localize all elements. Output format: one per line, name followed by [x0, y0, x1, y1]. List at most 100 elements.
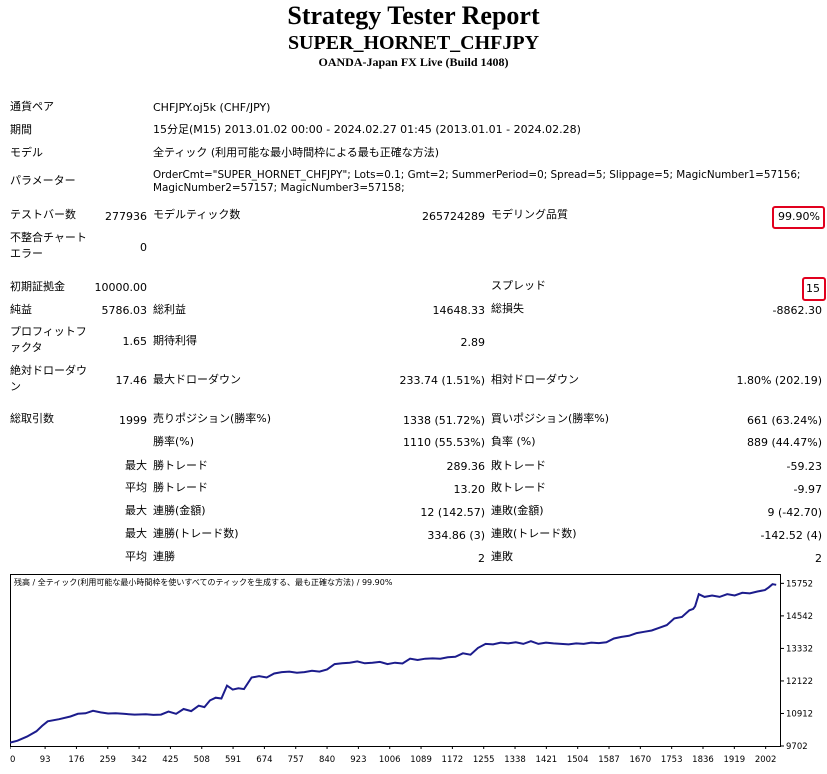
avg-consec-losses-value: 2	[815, 552, 822, 565]
win-rate-value: 1110 (55.53%)	[402, 436, 485, 449]
x-tick-label: 1670	[630, 755, 652, 765]
pair-value: CHFJPY.oj5k (CHF/JPY)	[153, 101, 271, 114]
spread-label: スプレッド	[491, 279, 546, 292]
y-tick-label: 14542	[786, 612, 813, 622]
x-tick-label: 2002	[755, 755, 777, 765]
short-positions-value: 1338 (51.72%)	[402, 414, 485, 427]
rel-drawdown-value: 1.80% (202.19)	[736, 374, 822, 387]
consec-wins-money-label: 連勝(金額)	[153, 504, 206, 517]
largest-loss-value: -59.23	[786, 460, 822, 473]
gross-profit-value: 14648.33	[432, 304, 486, 317]
largest-win-label: 勝トレード	[153, 459, 208, 472]
short-positions-label: 売りポジション(勝率%)	[153, 412, 272, 425]
max-drawdown-label: 最大ドローダウン	[153, 373, 241, 386]
x-tick-label: 1172	[442, 755, 464, 765]
gross-loss-value: -8862.30	[772, 304, 822, 317]
total-trades-label: 総取引数	[10, 412, 54, 425]
y-tick-label: 10912	[786, 709, 813, 719]
consec-losses-trades-label: 連敗(トレード数)	[491, 527, 577, 540]
spread-value: 15	[806, 282, 820, 295]
x-tick-label: 1089	[410, 755, 432, 765]
x-tick-label: 1753	[661, 755, 683, 765]
long-positions-value: 661 (63.24%)	[746, 414, 822, 427]
max-label-3: 最大	[125, 527, 147, 540]
chart-title: 残高 / 全ティック(利用可能な最小時間枠を使いすべてのティックを生成する、最も…	[14, 577, 393, 587]
consec-wins-trades-value: 334.86 (3)	[427, 529, 485, 542]
abs-drawdown-label-line2: ン	[10, 380, 21, 393]
profit-factor-label-line2: ァクタ	[10, 341, 43, 354]
mismatch-label-line1: 不整合チャート	[10, 231, 87, 244]
balance-chart: 残高 / 全ティック(利用可能な最小時間枠を使いすべてのティックを生成する、最も…	[10, 574, 823, 770]
avg-consec-wins-label: 連勝	[153, 550, 175, 563]
mismatch-value: 0	[140, 241, 147, 254]
bars-label: テストバー数	[10, 208, 76, 221]
rel-drawdown-label: 相対ドローダウン	[491, 373, 579, 386]
x-tick-label: 0	[10, 755, 15, 765]
x-tick-label: 425	[162, 755, 178, 765]
net-profit-label: 純益	[10, 303, 32, 316]
profit-factor-value: 1.65	[122, 335, 148, 348]
period-value: 15分足(M15) 2013.01.02 00:00 - 2024.02.27 …	[153, 123, 581, 136]
expected-payoff-label: 期待利得	[153, 334, 197, 347]
long-positions-label: 買いポジション(勝率%)	[491, 412, 610, 425]
avg-loss-value: -9.97	[793, 483, 822, 496]
ticks-label: モデルティック数	[153, 208, 241, 221]
win-rate-label: 勝率(%)	[153, 435, 195, 448]
expected-payoff-value: 2.89	[460, 336, 486, 349]
ticks-value: 265724289	[422, 210, 485, 223]
max-drawdown-value: 233.74 (1.51%)	[399, 374, 485, 387]
x-tick-label: 93	[40, 755, 51, 765]
period-label: 期間	[10, 123, 32, 136]
x-tick-label: 176	[68, 755, 84, 765]
max-label-2: 最大	[125, 504, 147, 517]
gross-loss-label: 総損失	[491, 302, 524, 315]
x-tick-label: 591	[225, 755, 241, 765]
x-tick-label: 1587	[598, 755, 620, 765]
balance-series-line	[10, 583, 777, 744]
x-tick-label: 1255	[473, 755, 495, 765]
consec-losses-money-value: 9 (-42.70)	[767, 506, 822, 519]
avg-win-label: 勝トレード	[153, 481, 208, 494]
x-axis: 0 93 176 259 342 425 508 591 674 757 840 923 1006 108…	[10, 746, 776, 765]
x-tick-label: 259	[100, 755, 116, 765]
x-tick-label: 1836	[692, 755, 714, 765]
x-tick-label: 757	[288, 755, 304, 765]
quality-value: 99.90%	[778, 210, 820, 223]
consec-wins-money-value: 12 (142.57)	[420, 506, 485, 519]
deposit-value: 10000.00	[94, 281, 148, 294]
deposit-label: 初期証拠金	[10, 280, 65, 293]
x-tick-label: 1421	[536, 755, 558, 765]
params-line1: OrderCmt="SUPER_HORNET_CHFJPY"; Lots=0.1…	[153, 169, 801, 181]
y-tick-label: 9702	[786, 742, 808, 752]
consec-wins-trades-label: 連勝(トレード数)	[153, 527, 239, 540]
avg-consec-wins-value: 2	[478, 552, 485, 565]
y-tick-label: 15752	[786, 579, 813, 589]
consec-losses-trades-value: -142.52 (4)	[760, 529, 822, 542]
x-tick-label: 1919	[724, 755, 746, 765]
largest-loss-label: 敗トレード	[491, 459, 546, 472]
x-tick-label: 674	[256, 755, 272, 765]
x-tick-label: 840	[319, 755, 335, 765]
loss-rate-label: 負率 (%)	[491, 435, 536, 448]
profit-factor-label-line1: プロフィットフ	[10, 325, 87, 338]
params-line2: MagicNumber2=57157; MagicNumber3=57158;	[153, 182, 405, 194]
bars-value: 277936	[105, 210, 147, 223]
y-axis: 9702 10912 12122 13332 14542 15752	[780, 579, 813, 752]
model-value: 全ティック (利用可能な最小時間枠による最も正確な方法)	[153, 146, 440, 159]
x-tick-label: 1006	[379, 755, 401, 765]
quality-highlight	[772, 206, 825, 229]
avg-consec-losses-label: 連敗	[491, 550, 513, 563]
y-tick-label: 13332	[786, 644, 813, 654]
consec-losses-money-label: 連敗(金額)	[491, 504, 544, 517]
x-tick-label: 342	[131, 755, 147, 765]
gross-profit-label: 総利益	[153, 303, 186, 316]
abs-drawdown-label-line1: 絶対ドローダウ	[10, 364, 87, 377]
mismatch-label-line2: エラー	[10, 247, 43, 260]
pair-label: 通貨ペア	[10, 100, 54, 113]
loss-rate-value: 889 (44.47%)	[746, 436, 822, 449]
avg-win-value: 13.20	[453, 483, 486, 496]
x-tick-label: 508	[194, 755, 210, 765]
quality-label: モデリング品質	[491, 208, 568, 221]
avg-label-1: 平均	[125, 481, 147, 494]
broker-info: OANDA-Japan FX Live (Build 1408)	[318, 55, 509, 69]
